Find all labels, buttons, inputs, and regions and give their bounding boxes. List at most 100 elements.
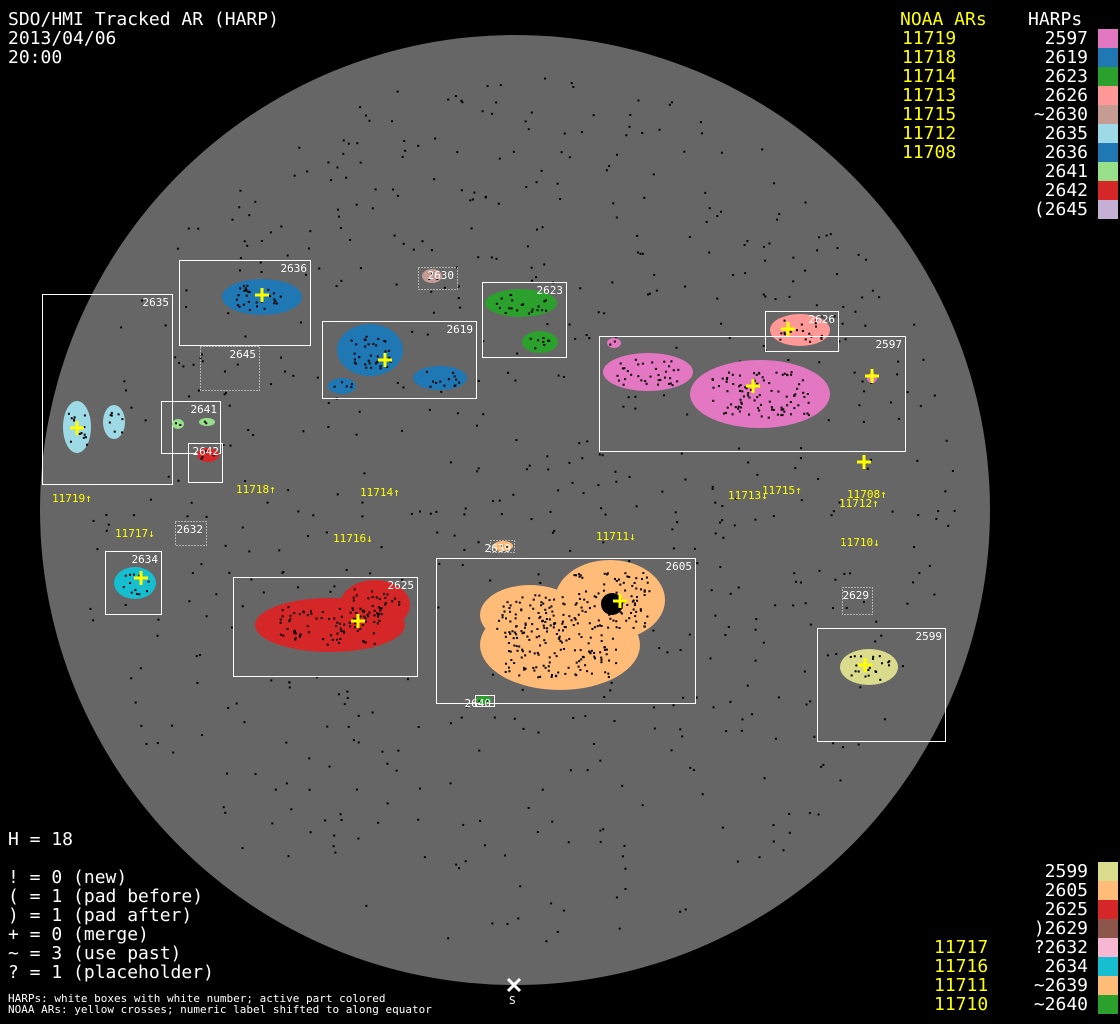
legend-noaa-label: 11715 [902,104,957,125]
magnetic-speckle [675,346,678,349]
magnetic-speckle [838,340,841,343]
harp-box-label: 2639 [485,542,512,555]
magnetic-speckle [652,629,655,632]
magnetic-speckle [720,210,723,213]
magnetic-speckle [913,545,916,548]
sunspot-pixel [726,406,729,409]
magnetic-speckle [615,480,618,483]
sunspot-pixel [368,362,371,365]
sunspot-pixel [597,619,600,622]
magnetic-speckle [499,84,502,87]
magnetic-speckle [418,510,421,513]
magnetic-speckle [947,524,950,527]
sunspot-pixel [130,591,133,594]
magnetic-speckle [332,845,335,848]
magnetic-speckle [174,356,177,359]
magnetic-speckle [710,589,713,592]
magnetic-speckle [393,234,396,237]
noaa-region-label: 11719↑ [52,492,92,505]
magnetic-speckle [668,103,671,106]
sunspot-pixel [593,595,596,598]
magnetic-speckle [492,673,495,676]
sunspot-pixel [739,389,742,392]
magnetic-speckle [572,85,575,88]
sunspot-pixel [561,629,564,632]
sunspot-pixel [747,392,750,395]
sunspot-pixel [273,298,276,301]
sunspot-pixel [617,578,620,581]
harp-active-region [172,419,184,429]
magnetic-speckle [514,379,517,382]
sunspot-pixel [622,581,625,584]
sunspot-pixel [515,645,518,648]
sunspot-pixel [367,343,370,346]
noaa-region-label: 11710↓ [840,536,880,549]
magnetic-speckle [156,742,159,745]
sunspot-pixel [758,409,761,412]
magnetic-speckle [772,840,775,843]
magnetic-speckle [666,651,669,654]
magnetic-speckle [928,564,931,567]
sunspot-pixel [881,662,884,665]
sunspot-pixel [630,373,633,376]
sunspot-pixel [373,642,376,645]
sunspot-pixel [352,608,355,611]
sunspot-pixel [785,395,788,398]
magnetic-speckle [681,735,684,738]
magnetic-speckle [283,370,286,373]
magnetic-speckle [315,676,318,679]
harp-box [765,311,839,352]
sunspot-pixel [243,289,246,292]
sunspot-pixel [725,380,728,383]
sunspot-pixel [361,609,364,612]
noaa-cross-marker [613,594,627,608]
magnetic-speckle [808,812,811,815]
sunspot-pixel [711,378,714,381]
sunspot-pixel [739,406,742,409]
sunspot-pixel [536,651,539,654]
magnetic-speckle [535,181,538,184]
magnetic-speckle [528,464,531,467]
magnetic-speckle [482,413,485,416]
sunspot-pixel [82,436,85,439]
magnetic-speckle [602,541,605,544]
sunspot-pixel [559,648,562,651]
sunspot-pixel [204,450,207,453]
sunspot-pixel [359,607,362,610]
magnetic-speckle [463,513,466,516]
sunspot-pixel [518,645,521,648]
sunspot-pixel [298,635,301,638]
magnetic-speckle [340,819,343,822]
magnetic-speckle [588,337,591,340]
sunspot-pixel [388,356,391,359]
sunspot-pixel [523,631,526,634]
sunspot-pixel [768,382,771,385]
magnetic-speckle [461,101,464,104]
magnetic-speckle [395,283,398,286]
sunspot-pixel [236,304,239,307]
magnetic-speckle [774,604,777,607]
sunspot-pixel [306,614,309,617]
magnetic-speckle [536,830,539,833]
magnetic-speckle [906,602,909,605]
magnetic-speckle [579,287,582,290]
magnetic-speckle [933,593,936,596]
magnetic-speckle [544,77,547,80]
sunspot-pixel [121,431,124,434]
magnetic-speckle [345,176,348,179]
sunspot-pixel [507,666,510,669]
sunspot-pixel [500,297,503,300]
sunspot-pixel [574,618,577,621]
magnetic-speckle [141,299,144,302]
sunspot-pixel [179,423,182,426]
sunspot-pixel [335,625,338,628]
sunspot-pixel [739,398,742,401]
magnetic-speckle [278,549,281,552]
sunspot-pixel [348,621,351,624]
sunspot-pixel [289,614,292,617]
magnetic-speckle [477,467,480,470]
sunspot-pixel [362,611,365,614]
sunspot-pixel [523,666,526,669]
sunspot-pixel [515,600,518,603]
magnetic-speckle [636,251,639,254]
